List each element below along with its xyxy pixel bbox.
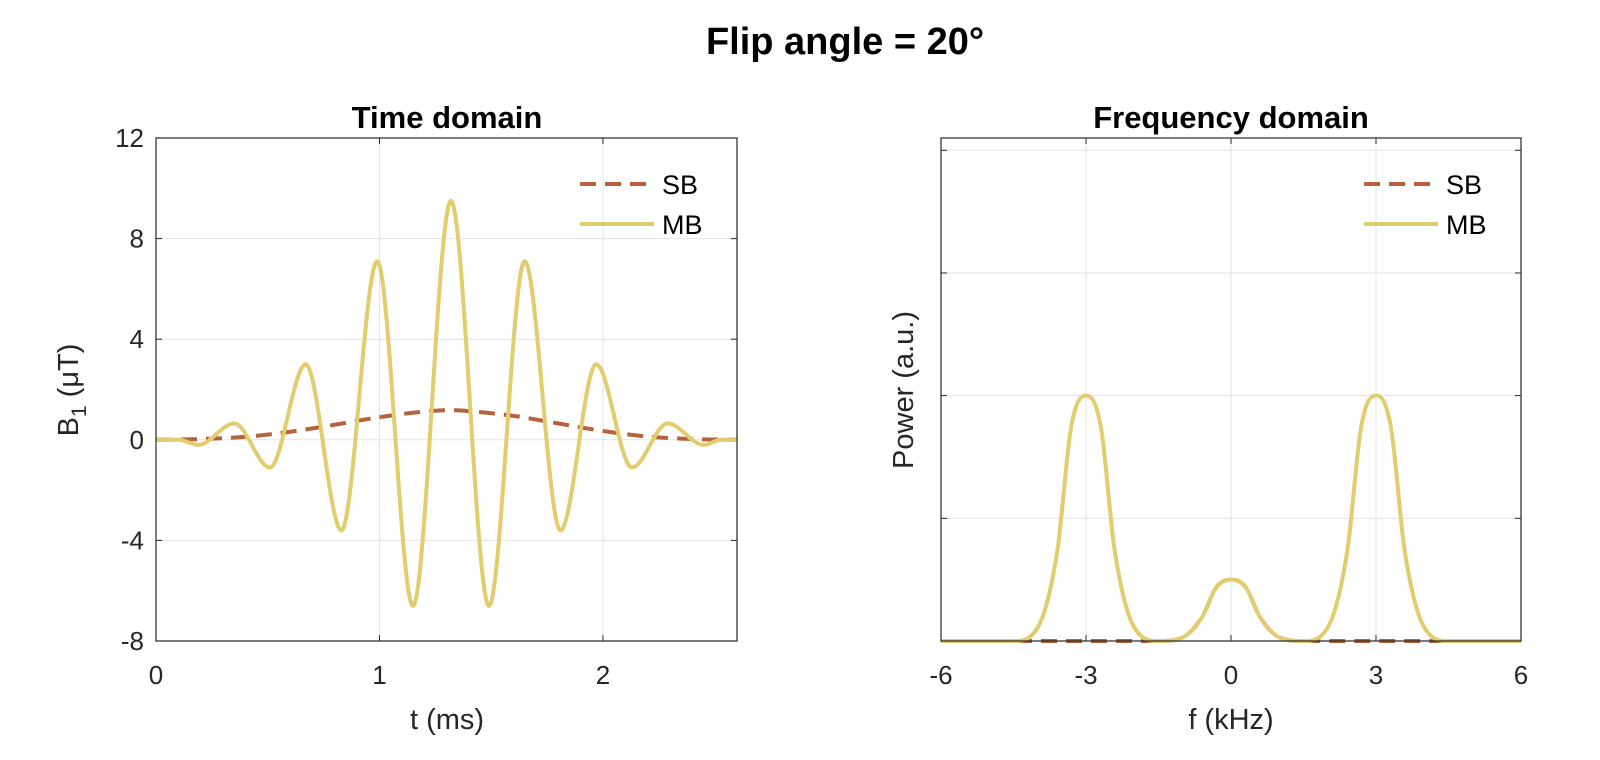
time-domain-axes-box bbox=[155, 137, 738, 642]
legend-label-sb: SB bbox=[662, 170, 698, 200]
y-tick-label: -8 bbox=[121, 626, 144, 656]
frequency-domain-xlabel: f (kHz) bbox=[1188, 704, 1273, 736]
y-tick-label: 0 bbox=[130, 425, 144, 455]
time-domain-y-ticks: -8 -4 0 4 8 12 bbox=[115, 123, 737, 656]
frequency-domain-axes-box bbox=[940, 137, 1522, 642]
frequency-domain-panel: Frequency domain f (kHz) Power (a.u.) -6… bbox=[888, 100, 1528, 736]
time-domain-ylabel: B1 (μT) bbox=[53, 344, 91, 437]
time-domain-series-mb bbox=[154, 198, 739, 608]
y-tick-label: 4 bbox=[130, 324, 144, 354]
legend-label-mb: MB bbox=[1446, 210, 1487, 240]
time-domain-legend: SB MB bbox=[580, 170, 703, 240]
time-domain-title: Time domain bbox=[352, 100, 543, 135]
y-tick-label: -4 bbox=[121, 525, 144, 555]
frequency-domain-title: Frequency domain bbox=[1093, 100, 1369, 135]
frequency-domain-legend: SB MB bbox=[1364, 170, 1487, 240]
legend-label-sb: SB bbox=[1446, 170, 1482, 200]
x-tick-label: 1 bbox=[372, 660, 386, 690]
x-tick-label: -3 bbox=[1074, 660, 1097, 690]
frequency-domain-ylabel: Power (a.u.) bbox=[888, 311, 920, 469]
legend-label-mb: MB bbox=[662, 210, 703, 240]
frequency-domain-series-mb bbox=[939, 393, 1523, 643]
time-domain-series-sb bbox=[154, 408, 739, 442]
x-tick-label: 0 bbox=[1224, 660, 1238, 690]
x-tick-label: 6 bbox=[1514, 660, 1528, 690]
time-domain-xlabel: t (ms) bbox=[410, 704, 484, 736]
figure-title: Flip angle = 20° bbox=[706, 21, 984, 63]
time-domain-panel: Time domain t (ms) B1 (μT) 0 1 2-8-404812S… bbox=[53, 100, 739, 736]
y-tick-label: 12 bbox=[115, 123, 144, 153]
x-tick-label: -6 bbox=[929, 660, 952, 690]
y-tick-label: 8 bbox=[130, 224, 144, 254]
x-tick-label: 2 bbox=[596, 660, 610, 690]
x-tick-label: 0 bbox=[149, 660, 163, 690]
frequency-domain-x-ticks: -6 -3 0 3 6 bbox=[929, 138, 1528, 690]
x-tick-label: 3 bbox=[1369, 660, 1383, 690]
